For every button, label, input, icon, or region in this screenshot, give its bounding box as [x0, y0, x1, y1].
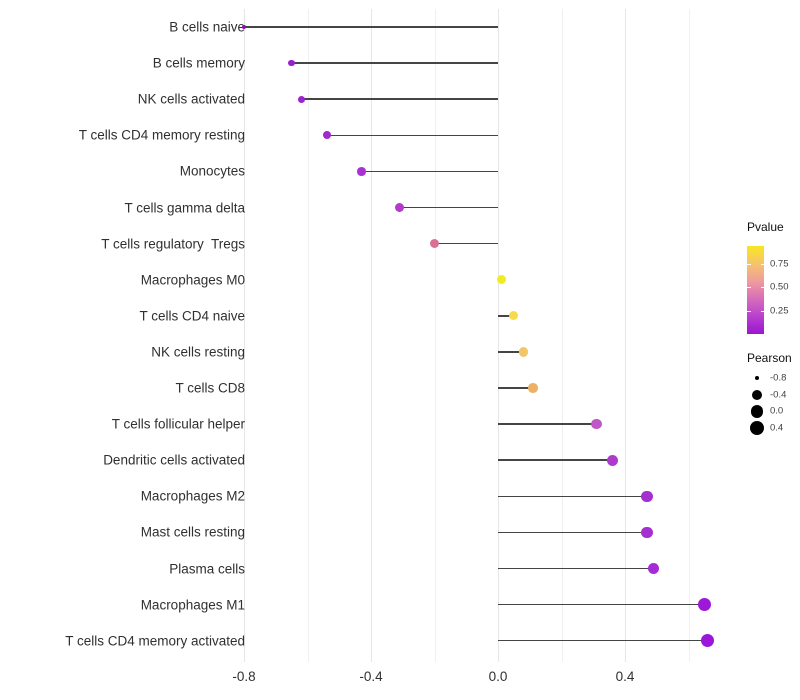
y-axis-label: T cells CD4 memory resting — [78, 127, 245, 143]
y-axis-label: T cells CD4 memory activated — [65, 633, 245, 649]
lollipop-dot — [606, 454, 618, 466]
lollipop-stem — [498, 315, 514, 317]
lollipop-stem — [498, 459, 613, 461]
x-major-gridline — [244, 9, 245, 662]
x-major-gridline — [498, 9, 499, 662]
lollipop-stem — [361, 170, 498, 173]
y-axis-label: Macrophages M2 — [140, 488, 245, 504]
pearson-size-label: 0.0 — [770, 405, 784, 417]
pearson-size-dot — [752, 389, 762, 400]
pearson-size-dot — [750, 405, 764, 418]
lollipop-dot — [641, 526, 654, 539]
lollipop-stem — [498, 639, 708, 642]
y-axis-label: Macrophages M0 — [140, 272, 245, 288]
pvalue-tick-label: 0.75 — [770, 258, 789, 270]
x-axis-tick-label: -0.8 — [232, 669, 256, 684]
x-minor-gridline — [561, 9, 563, 662]
lollipop-stem — [434, 242, 498, 245]
pvalue-gradient-bar — [747, 246, 764, 334]
pvalue-legend-title: Pvalue — [747, 220, 784, 234]
x-axis-tick-label: 0.4 — [615, 669, 635, 684]
x-axis-tick-label: 0.0 — [488, 669, 508, 684]
lollipop-stem — [291, 62, 498, 64]
y-axis-label: B cells naive — [169, 19, 245, 35]
lollipop-stem — [498, 495, 648, 498]
lollipop-stem — [498, 351, 524, 353]
y-axis-label: Mast cells resting — [140, 524, 245, 540]
lollipop-stem — [244, 26, 498, 28]
pearson-size-dot — [754, 375, 760, 381]
y-axis-label: T cells CD4 naive — [139, 308, 245, 324]
lollipop-dot — [509, 311, 519, 321]
lollipop-stem — [498, 603, 705, 606]
lollipop-dot — [647, 562, 660, 575]
pvalue-bar-tick — [747, 287, 751, 289]
pearson-size-label: -0.8 — [770, 372, 787, 384]
pvalue-bar-tick — [747, 263, 751, 265]
pvalue-tick-label: 0.25 — [770, 305, 789, 317]
lollipop-dot — [591, 418, 602, 430]
lollipop-dot — [288, 59, 295, 67]
lollipop-stem — [498, 387, 533, 389]
lollipop-dot — [518, 347, 529, 357]
lollipop-dot — [322, 131, 331, 140]
pearson-size-dot — [749, 420, 765, 436]
lollipop-dot — [395, 203, 405, 212]
x-axis-tick-label: -0.4 — [359, 669, 383, 684]
x-major-gridline — [371, 9, 372, 662]
lollipop-dot — [496, 275, 506, 285]
y-axis-label: Monocytes — [179, 163, 245, 179]
lollipop-dot — [357, 167, 366, 176]
pearson-size-label: -0.4 — [770, 389, 787, 401]
pvalue-bar-tick — [760, 263, 764, 265]
y-axis-label: Plasma cells — [169, 561, 245, 576]
y-axis-label: NK cells resting — [151, 344, 245, 360]
x-minor-gridline — [307, 9, 309, 662]
y-axis-label: Macrophages M1 — [140, 597, 245, 613]
lollipop-stem — [498, 423, 597, 425]
y-axis-label: T cells regulatory Tregs — [101, 236, 245, 252]
lollipop-dot — [528, 383, 538, 393]
pvalue-bar-tick — [760, 310, 764, 312]
x-minor-gridline — [434, 9, 436, 662]
pvalue-bar-tick — [760, 287, 764, 289]
y-axis-label: T cells follicular helper — [111, 416, 245, 432]
lollipop-dot — [242, 25, 246, 29]
x-major-gridline — [625, 9, 626, 662]
lollipop-stem — [498, 531, 648, 534]
pvalue-tick-label: 0.50 — [770, 281, 789, 293]
y-axis-label: B cells memory — [152, 55, 245, 71]
lollipop-dot — [697, 598, 711, 612]
lollipop-dot — [429, 239, 440, 249]
lollipop-dot — [297, 95, 305, 103]
y-axis-label: NK cells activated — [137, 91, 245, 107]
y-axis-label: T cells gamma delta — [124, 200, 245, 215]
lollipop-stem — [301, 98, 498, 100]
lollipop-dot — [641, 490, 654, 503]
lollipop-stem — [326, 134, 498, 137]
lollipop-stem — [498, 567, 654, 570]
pvalue-bar-tick — [747, 310, 751, 312]
y-axis-label: Dendritic cells activated — [103, 452, 245, 468]
pearson-size-label: 0.4 — [770, 422, 784, 434]
lollipop-dot — [700, 634, 715, 648]
y-axis-label: T cells CD8 — [175, 380, 245, 396]
pearson-legend-title: Pearson — [747, 351, 792, 365]
lollipop-stem — [399, 206, 498, 209]
x-minor-gridline — [688, 9, 690, 662]
